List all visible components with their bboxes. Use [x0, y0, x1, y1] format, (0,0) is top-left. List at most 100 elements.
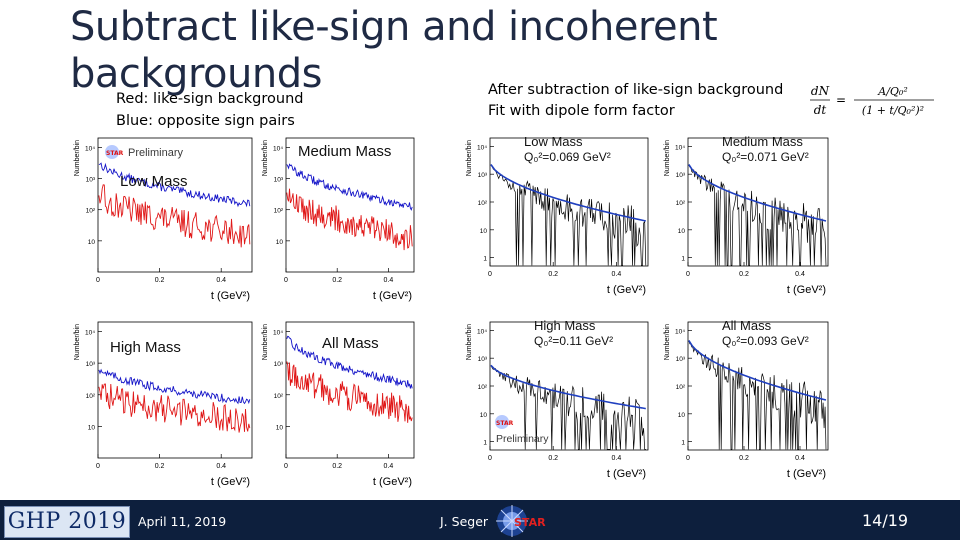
y-tick-label: 10⁴: [273, 145, 283, 152]
chart-left-medium-mass: 10 10² 10³ 10⁴ 0 0.2 0.4 t (GeV²) Number/bin Medi…: [258, 128, 422, 306]
y-tick-label: 10²: [676, 384, 686, 391]
preliminary-label: Preliminary: [128, 147, 184, 159]
y-tick-label: 1: [681, 256, 685, 263]
plot-frame: [489, 321, 649, 451]
histogram-series: [286, 163, 413, 211]
y-axis-label: Number/bin: [664, 140, 671, 176]
x-tick-label: 0: [284, 277, 288, 284]
y-axis-label: Number/bin: [262, 324, 269, 360]
x-axis-label: t (GeV²): [607, 468, 646, 480]
y-tick-label: 10⁴: [675, 144, 685, 151]
formula-lhs-num: dN: [811, 84, 830, 98]
y-tick-label: 10⁴: [85, 145, 95, 152]
y-tick-label: 10³: [86, 361, 96, 368]
mass-label: All Mass: [722, 318, 772, 333]
y-tick-label: 10³: [478, 172, 488, 179]
histogram-series: [286, 361, 413, 423]
y-tick-label: 10⁴: [477, 328, 487, 335]
star-preliminary-badge: STAR: [495, 415, 514, 429]
q0-label: Q₀²=0.069 GeV²: [524, 150, 611, 164]
y-tick-label: 10: [678, 412, 686, 419]
page-number: 14/19: [862, 511, 909, 530]
svg-text:STAR: STAR: [496, 420, 514, 427]
x-tick-label: 0.4: [612, 455, 622, 462]
preliminary-label: Preliminary: [496, 433, 549, 445]
histogram-series: [286, 188, 413, 251]
y-tick-label: 10³: [274, 361, 284, 368]
y-tick-label: 1: [483, 256, 487, 263]
slide-title: Subtract like-sign and incoherent backgr…: [70, 4, 718, 97]
chart-left-low-mass: 10 10² 10³ 10⁴ 0 0.2 0.4 t (GeV²) Number/bin Low …: [70, 128, 260, 306]
x-axis-label: t (GeV²): [373, 290, 412, 302]
y-tick-label: 10⁴: [477, 144, 487, 151]
x-axis-label: t (GeV²): [211, 476, 250, 488]
x-tick-label: 0.2: [739, 455, 749, 462]
formula-rhs-den: (1 + t/Q₀²)²: [862, 104, 924, 117]
chart-right-all-mass: 1 10 10² 10³ 10⁴ 0 0.2 0.4 t (GeV²) Number/bin All…: [660, 312, 836, 484]
x-axis-label: t (GeV²): [211, 290, 250, 302]
formula-lhs-den: dt: [814, 103, 827, 117]
y-tick-label: 1: [483, 440, 487, 447]
subtraction-note: After subtraction of like-sign backgroun…: [488, 82, 784, 98]
mass-label: Low Mass: [120, 173, 188, 190]
y-tick-label: 10³: [478, 356, 488, 363]
y-axis-label: Number/bin: [74, 140, 81, 176]
x-tick-label: 0.2: [155, 277, 165, 284]
subtracted-histogram: [490, 164, 647, 266]
fit-line: [688, 164, 827, 222]
legend-note-blue: Blue: opposite sign pairs: [116, 113, 295, 129]
x-axis-label: t (GeV²): [787, 284, 826, 296]
histogram-series: [98, 368, 251, 405]
x-tick-label: 0: [96, 463, 100, 470]
x-axis-label: t (GeV²): [607, 284, 646, 296]
q0-label: Q₀²=0.071 GeV²: [722, 150, 809, 164]
histogram-series: [98, 184, 251, 248]
footer-date: April 11, 2019: [138, 514, 227, 529]
y-axis-label: Number/bin: [466, 140, 473, 176]
y-tick-label: 10: [276, 424, 284, 431]
y-tick-label: 10³: [676, 172, 686, 179]
y-axis-label: Number/bin: [466, 324, 473, 360]
y-tick-label: 10⁴: [675, 328, 685, 335]
svg-text:=: =: [836, 93, 846, 107]
mass-label: Low Mass: [524, 134, 583, 149]
x-tick-label: 0.4: [216, 277, 226, 284]
x-tick-label: 0: [96, 277, 100, 284]
y-tick-label: 10³: [274, 177, 284, 184]
y-axis-label: Number/bin: [74, 324, 81, 360]
x-tick-label: 0.2: [332, 463, 342, 470]
histogram-series: [286, 335, 413, 389]
y-tick-label: 10²: [274, 208, 284, 215]
x-tick-label: 0.2: [548, 455, 558, 462]
svg-text:STAR: STAR: [106, 150, 124, 157]
histogram-series: [98, 162, 251, 208]
x-tick-label: 0.4: [384, 277, 394, 284]
y-tick-label: 10²: [86, 208, 96, 215]
mass-label: High Mass: [110, 339, 181, 356]
y-tick-label: 10: [88, 239, 96, 246]
fit-line: [490, 164, 646, 222]
y-tick-label: 10²: [676, 200, 686, 207]
subtracted-histogram: [688, 340, 827, 450]
x-tick-label: 0.2: [548, 271, 558, 278]
dipole-formula: dN dt = A/Q₀² (1 + t/Q₀²)²: [810, 84, 934, 117]
x-tick-label: 0.2: [739, 271, 749, 278]
mass-label: All Mass: [322, 335, 379, 352]
mass-label: High Mass: [534, 318, 596, 333]
chart-left-high-mass: 10 10² 10³ 10⁴ 0 0.2 0.4 t (GeV²) Number/bin High…: [70, 312, 260, 492]
x-axis-label: t (GeV²): [787, 468, 826, 480]
y-tick-label: 10⁴: [273, 330, 283, 337]
formula-rhs-num: A/Q₀²: [877, 85, 908, 98]
y-tick-label: 10³: [676, 356, 686, 363]
y-tick-label: 10: [88, 424, 96, 431]
y-tick-label: 10²: [478, 384, 488, 391]
x-axis-label: t (GeV²): [373, 476, 412, 488]
y-tick-label: 10³: [86, 177, 96, 184]
y-tick-label: 10²: [86, 393, 96, 400]
star-logo-icon: STAR: [496, 505, 546, 537]
y-tick-label: 10⁴: [85, 330, 95, 337]
x-tick-label: 0: [284, 463, 288, 470]
footer-author: J. Seger: [440, 514, 489, 529]
star-logo-text: STAR: [514, 516, 546, 529]
x-tick-label: 0: [686, 271, 690, 278]
